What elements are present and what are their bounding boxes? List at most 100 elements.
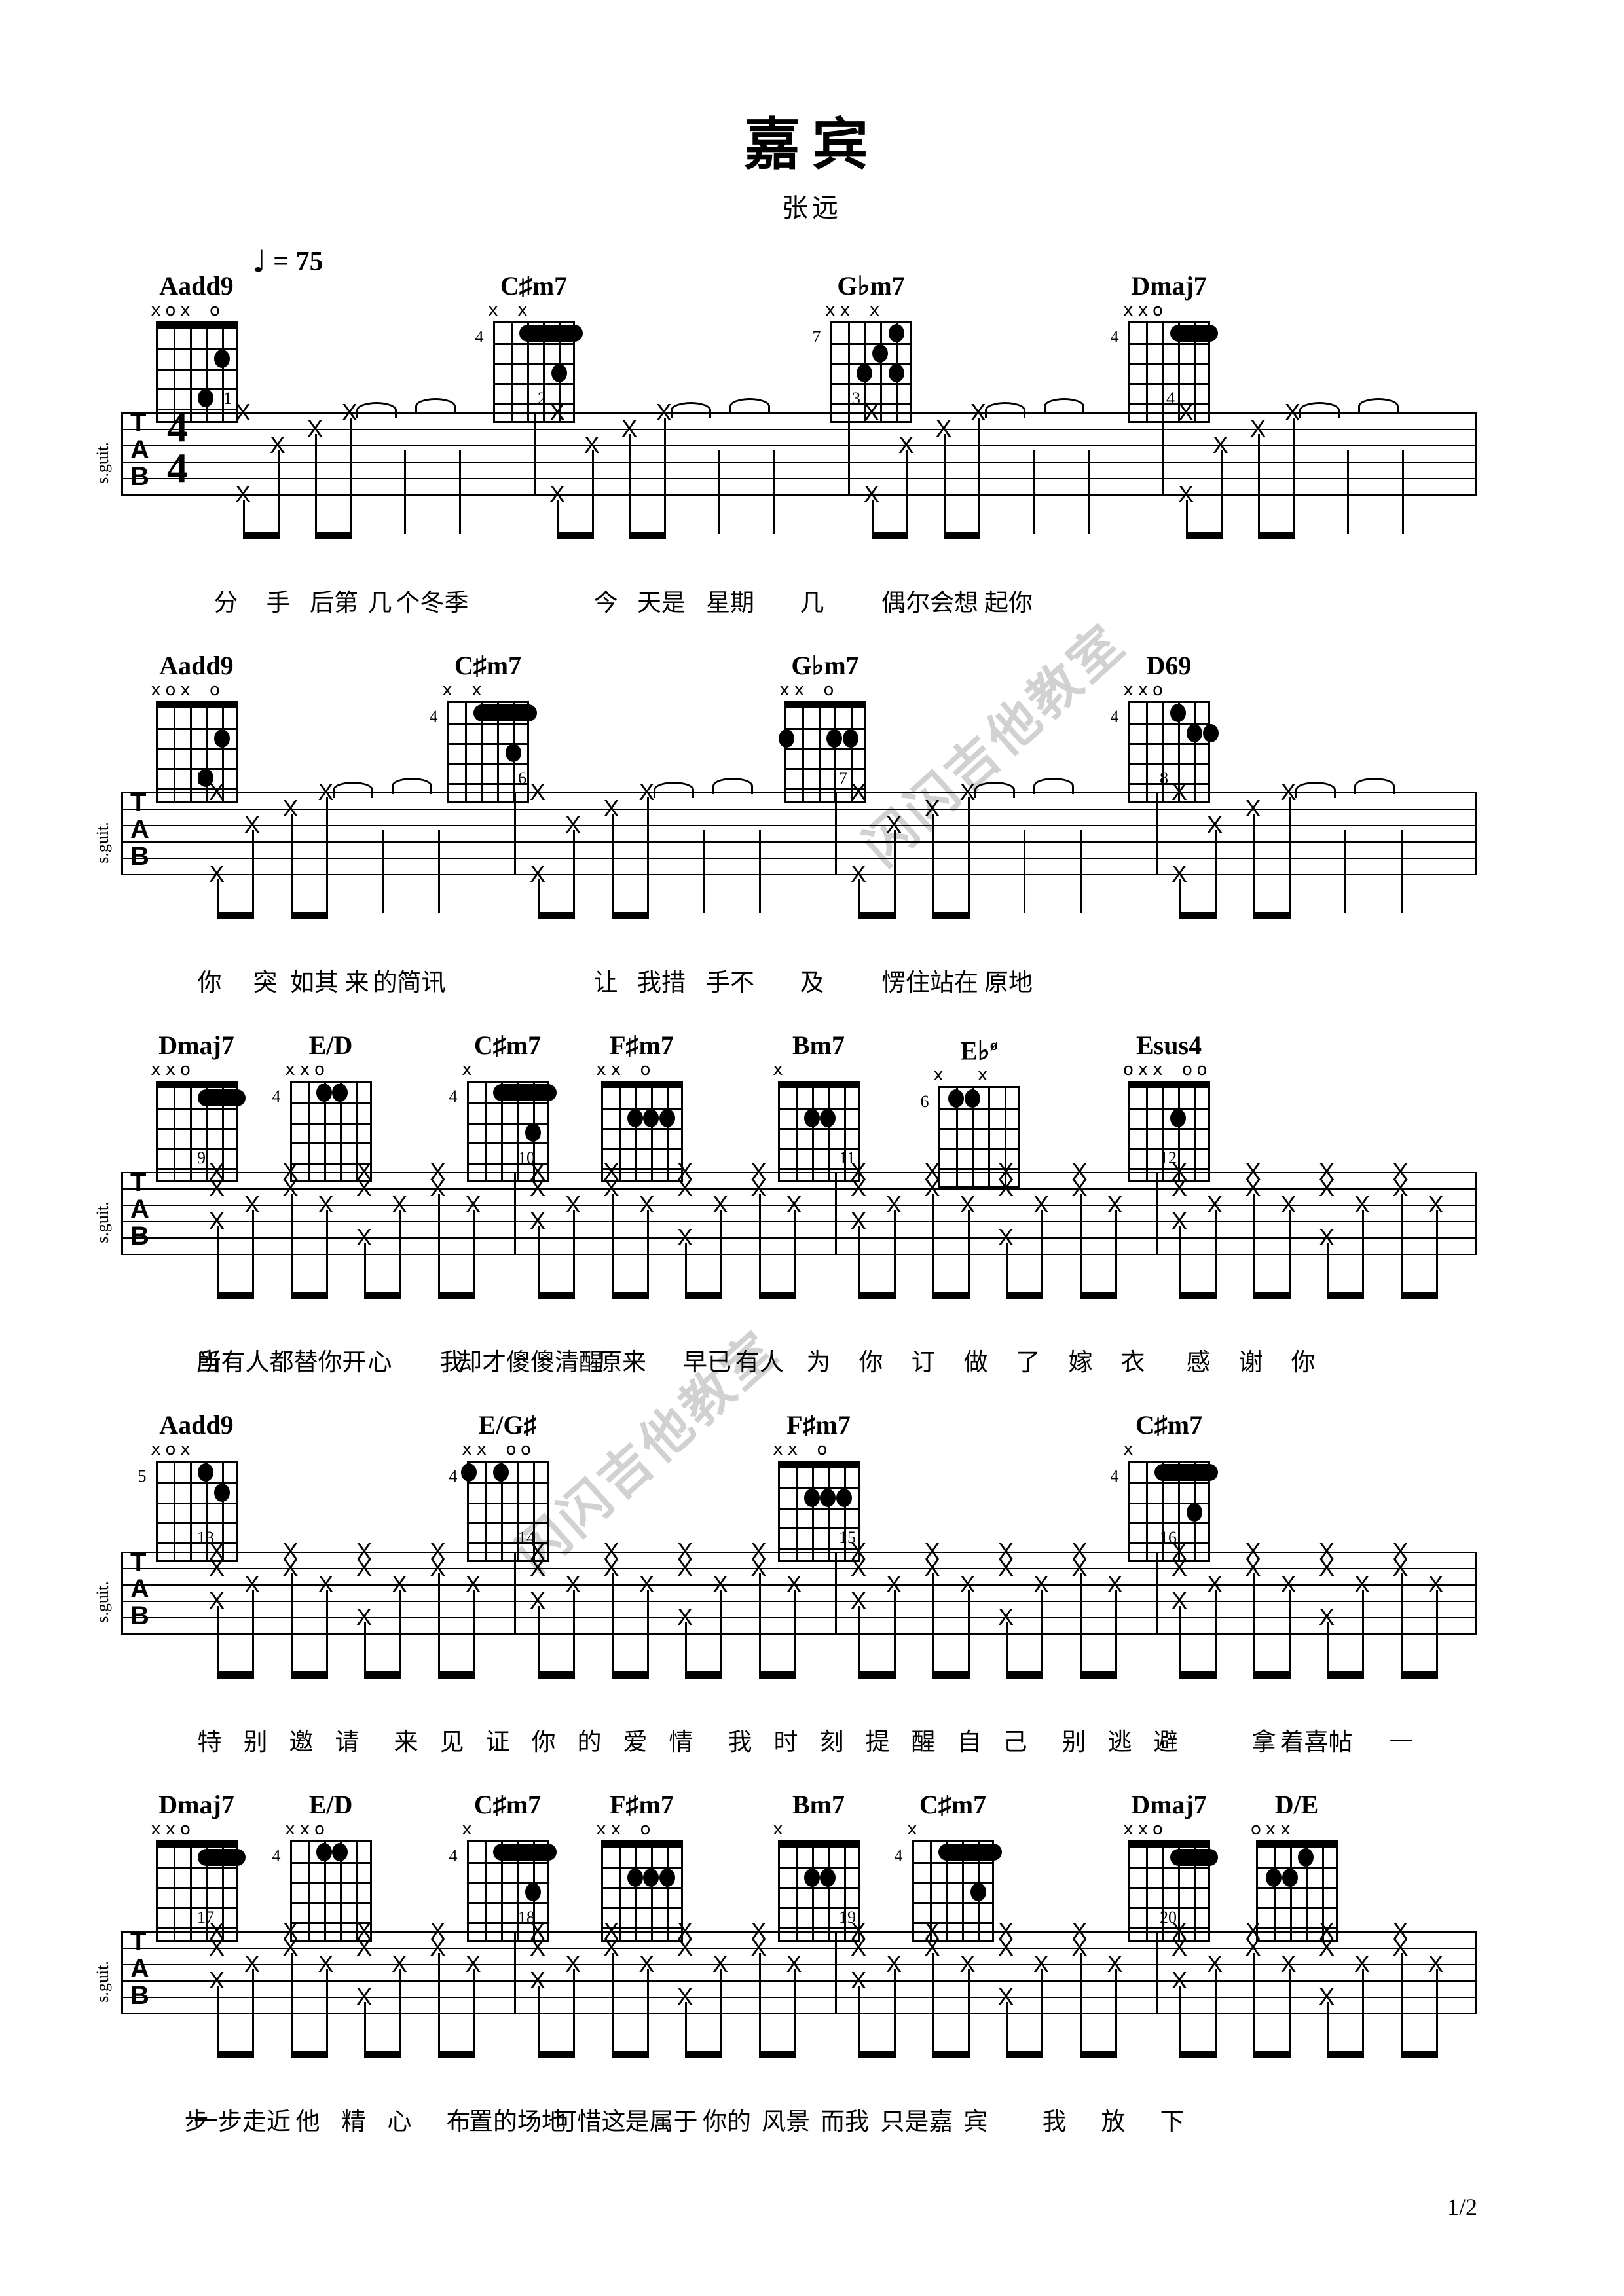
note-stem xyxy=(718,450,721,534)
note-stem xyxy=(978,418,980,539)
tie-arc xyxy=(1299,402,1340,418)
eighth-beam xyxy=(1253,1292,1291,1299)
open-string-markers: x xyxy=(462,1819,472,1839)
note-stem xyxy=(1253,1194,1255,1298)
mute-note: X xyxy=(1177,399,1194,426)
measure-barline xyxy=(1162,412,1164,494)
tie-arc xyxy=(415,398,456,414)
chord-diagram-dmaj7: Dmaj7 x x o xyxy=(1107,1791,1231,1942)
eighth-beam xyxy=(1179,1292,1217,1299)
lyric-syllable: 一步走近 xyxy=(194,2107,291,2136)
fret-position-label: 4 xyxy=(429,707,438,726)
tie-arc xyxy=(1354,778,1395,794)
chord-diagram-gbm7: G♭m7 x x x 7 xyxy=(809,272,933,423)
note-stem xyxy=(1186,500,1188,539)
note-stem xyxy=(1079,1953,1082,2058)
chord-diagram-row: Aadd9 x o x o C♯m7 x x 4 G♭m7 x x o D69 x x o 4 xyxy=(0,651,1624,803)
lyric-syllable: 醒 xyxy=(911,1728,936,1756)
barre-bar xyxy=(519,325,583,342)
fretboard-grid xyxy=(155,1081,246,1182)
note-stem xyxy=(758,1953,761,2058)
note-stem xyxy=(217,879,219,919)
finger-dot xyxy=(659,1868,675,1887)
note-stem xyxy=(1288,1969,1291,2058)
mute-note: X xyxy=(1071,1538,1088,1565)
fretboard-grid: 4 xyxy=(272,1081,372,1182)
mute-note: X xyxy=(750,1538,767,1565)
note-stem xyxy=(758,1194,761,1298)
measure-barline xyxy=(835,1172,837,1254)
chord-diagram-cm7: C♯m7 x 4 xyxy=(891,1791,1015,1942)
measure-barline xyxy=(835,792,837,874)
note-stem xyxy=(473,1210,475,1298)
eighth-beam xyxy=(538,1671,575,1679)
note-stem xyxy=(1041,1969,1043,2058)
eighth-beam xyxy=(1079,2051,1117,2058)
note-stem xyxy=(1215,1969,1217,2058)
mute-note: X xyxy=(529,1934,546,1961)
mute-note: X xyxy=(282,1538,299,1565)
note-stem xyxy=(437,1194,440,1298)
tempo-value: = 75 xyxy=(273,247,323,277)
lyric-syllable: 几 xyxy=(367,589,392,617)
eighth-beam xyxy=(758,2051,796,2058)
tie-arc xyxy=(653,782,694,798)
note-stem xyxy=(773,450,775,534)
mute-note: X xyxy=(1318,1934,1335,1961)
eighth-beam xyxy=(437,2051,475,2058)
eighth-beam xyxy=(944,532,980,539)
quarter-note-icon: ♩ xyxy=(252,244,267,279)
finger-dot xyxy=(213,1483,230,1502)
finger-dot xyxy=(820,1108,836,1127)
mute-note: X xyxy=(208,1918,225,1944)
fretboard-grid: 4 xyxy=(475,321,583,423)
fretboard-grid: 4 xyxy=(1111,701,1219,803)
lyric-syllable: 来 xyxy=(344,968,369,996)
mute-note: X xyxy=(676,1934,693,1961)
lyric-syllable: 请 xyxy=(335,1728,360,1756)
open-string-markers: x xyxy=(462,1060,472,1080)
note-stem xyxy=(573,830,575,919)
lyric-syllable: 你 xyxy=(858,1348,883,1376)
fretboard-grid: 4 xyxy=(1111,1461,1219,1562)
mute-note: X xyxy=(529,1538,546,1565)
fret-position-label: 6 xyxy=(920,1092,929,1112)
mute-note: X xyxy=(356,1554,373,1581)
finger-dot xyxy=(970,1883,986,1901)
eighth-beam xyxy=(932,1292,970,1299)
mute-note: X xyxy=(1171,1175,1188,1201)
note-stem xyxy=(894,1969,896,2058)
staff-line xyxy=(121,462,1477,463)
note-stem xyxy=(437,1573,440,1678)
note-stem xyxy=(894,1590,896,1678)
lyric-syllable: 我措 xyxy=(637,968,686,996)
note-stem xyxy=(1400,830,1403,913)
mute-note: X xyxy=(234,399,251,426)
mute-note: X xyxy=(850,1175,867,1201)
note-stem xyxy=(1220,450,1223,539)
fret-position-label: 4 xyxy=(1110,707,1119,726)
lyric-syllable: 是属于 xyxy=(625,2107,698,2136)
measure-number: 7 xyxy=(839,769,847,788)
chord-name: E/G♯ xyxy=(478,1410,537,1440)
measure-barline xyxy=(514,792,516,874)
note-stem xyxy=(611,1573,614,1678)
note-stem xyxy=(1041,1590,1043,1678)
note-stem xyxy=(720,1969,722,2058)
tie-arc xyxy=(670,402,711,418)
fret-position-label: 4 xyxy=(1110,327,1119,346)
note-stem xyxy=(538,879,540,919)
finger-dot xyxy=(643,1868,659,1887)
mute-note: X xyxy=(282,1158,299,1185)
tie-arc xyxy=(356,402,397,418)
measure-barline xyxy=(514,1172,516,1254)
lyric-syllable: 天是 xyxy=(637,589,686,617)
note-stem xyxy=(1179,1606,1181,1678)
fretboard-grid: 5 xyxy=(138,1461,238,1562)
measure-barline xyxy=(1156,1552,1158,1633)
lyric-syllable: 所有人都替你开 xyxy=(196,1348,367,1376)
fret-position-label: 4 xyxy=(1110,1467,1119,1485)
